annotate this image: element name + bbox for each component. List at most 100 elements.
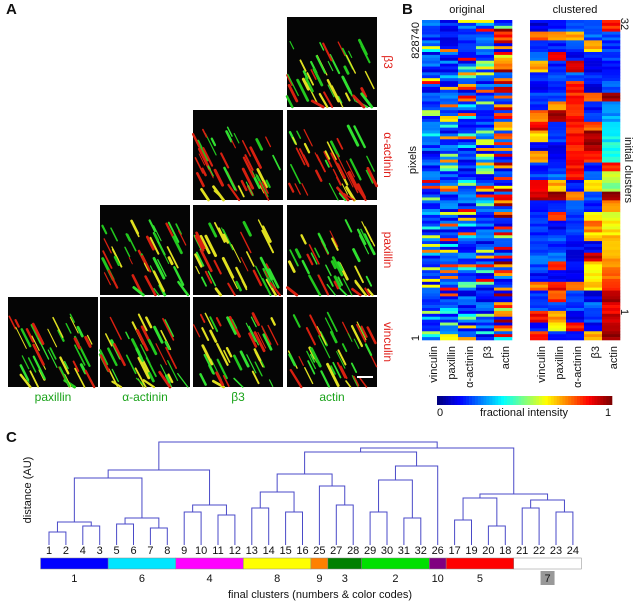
colorbar-cell: [547, 396, 552, 405]
heatmap-cell: [422, 107, 441, 111]
heatmap-cell: [584, 118, 603, 123]
heatmap-cell: [584, 284, 603, 288]
heatmap-cell: [602, 174, 621, 178]
cluster-label: 1: [71, 573, 77, 585]
heatmap-cell: [530, 244, 549, 248]
heatmap-cell: [476, 200, 495, 204]
heatmap-cell: [602, 244, 621, 248]
heatmap-cell: [458, 127, 477, 131]
colorbar-cell: [597, 396, 601, 405]
heatmap-cell: [602, 267, 621, 271]
heatmap-cell: [422, 118, 441, 123]
heatmap-cell: [494, 267, 513, 271]
heatmap-cell: [440, 165, 459, 169]
heatmap-cell: [566, 278, 585, 283]
heatmap-cell: [458, 150, 477, 155]
heatmap-cell: [422, 145, 441, 149]
heatmap-cell: [548, 223, 567, 227]
heatmap-cell: [494, 182, 513, 187]
adhesion: [292, 136, 297, 146]
adhesion: [240, 179, 248, 192]
heatmap-cell: [602, 203, 621, 207]
heatmap-cell: [422, 197, 441, 201]
adhesion: [285, 95, 294, 109]
heatmap-cell: [440, 136, 459, 140]
heatmap-cell: [602, 200, 621, 204]
adhesion: [336, 137, 344, 150]
adhesion: [52, 316, 64, 338]
heatmap-cell: [476, 136, 495, 140]
heatmap-cell: [530, 150, 549, 155]
adhesion: [194, 253, 203, 268]
heatmap-cell: [440, 20, 459, 24]
heatmap-cell: [584, 232, 603, 236]
adhesion: [202, 147, 214, 167]
heatmap-cell: [458, 191, 477, 195]
heatmap-cell: [530, 37, 549, 41]
heatmap-cell: [584, 337, 603, 341]
adhesion: [351, 375, 359, 387]
heatmap-cell: [440, 92, 459, 96]
colorbar-cell: [539, 396, 543, 405]
heatmap-cell: [566, 206, 585, 210]
heatmap-cell: [566, 313, 585, 318]
heatmap-cell: [548, 255, 567, 259]
adhesion: [288, 182, 295, 193]
heatmap-cell: [422, 153, 441, 158]
heatmap-cell: [476, 273, 495, 277]
heatmap-cell: [422, 177, 441, 181]
heatmap-cell: [530, 273, 549, 277]
heatmap-cell: [476, 246, 495, 251]
heatmap-cell: [458, 305, 477, 309]
heatmap-cell: [458, 194, 477, 198]
adhesion: [103, 272, 111, 286]
heatmap-cell: [422, 276, 441, 280]
heatmap-cell: [476, 278, 495, 283]
heatmap-cell: [458, 337, 477, 341]
heatmap-cell: [566, 165, 585, 169]
heatmap-cell: [530, 156, 549, 160]
adhesion: [251, 370, 260, 385]
heatmap-cell: [548, 252, 567, 256]
column-label: actin: [608, 346, 620, 369]
adhesion: [31, 322, 45, 346]
heatmap-cell: [440, 238, 459, 242]
adhesion: [49, 347, 57, 360]
heatmap-cell: [494, 293, 513, 297]
heatmap-cell: [584, 159, 603, 163]
adhesion: [148, 371, 155, 383]
adhesion: [355, 323, 367, 343]
adhesion: [327, 276, 334, 287]
heatmap-cell: [422, 273, 441, 277]
adhesion: [208, 222, 218, 238]
heatmap-cell: [548, 28, 567, 32]
heatmap-cell: [584, 276, 603, 280]
heatmap-cell: [494, 226, 513, 230]
heatmap-cell: [584, 264, 603, 268]
heatmap-cell: [602, 308, 621, 312]
heatmap-cell: [566, 235, 585, 239]
heatmap-cell: [566, 43, 585, 47]
heatmap-cell: [566, 246, 585, 251]
heatmap-cell: [530, 113, 549, 117]
adhesion: [209, 329, 218, 343]
heatmap-cell: [602, 107, 621, 111]
colorbar-cell: [556, 396, 560, 405]
heatmap-cell: [530, 319, 549, 323]
adhesion: [73, 337, 82, 350]
heatmap-cell: [566, 113, 585, 117]
heatmap-cell: [476, 290, 495, 294]
dendrogram-link: [369, 511, 388, 545]
heatmap-cell: [440, 142, 459, 146]
heatmap-cell: [584, 22, 603, 27]
adhesion: [213, 259, 222, 275]
heatmap-cell: [458, 107, 477, 111]
adhesion: [153, 232, 160, 242]
adhesion: [360, 325, 368, 338]
heatmap-cell: [548, 217, 567, 222]
axis-label: final clusters (numbers & color codes): [228, 589, 412, 601]
heatmap-cell: [458, 66, 477, 70]
dendrogram-link: [479, 493, 549, 500]
heatmap-cell: [530, 305, 549, 309]
heatmap-cell: [530, 110, 549, 114]
